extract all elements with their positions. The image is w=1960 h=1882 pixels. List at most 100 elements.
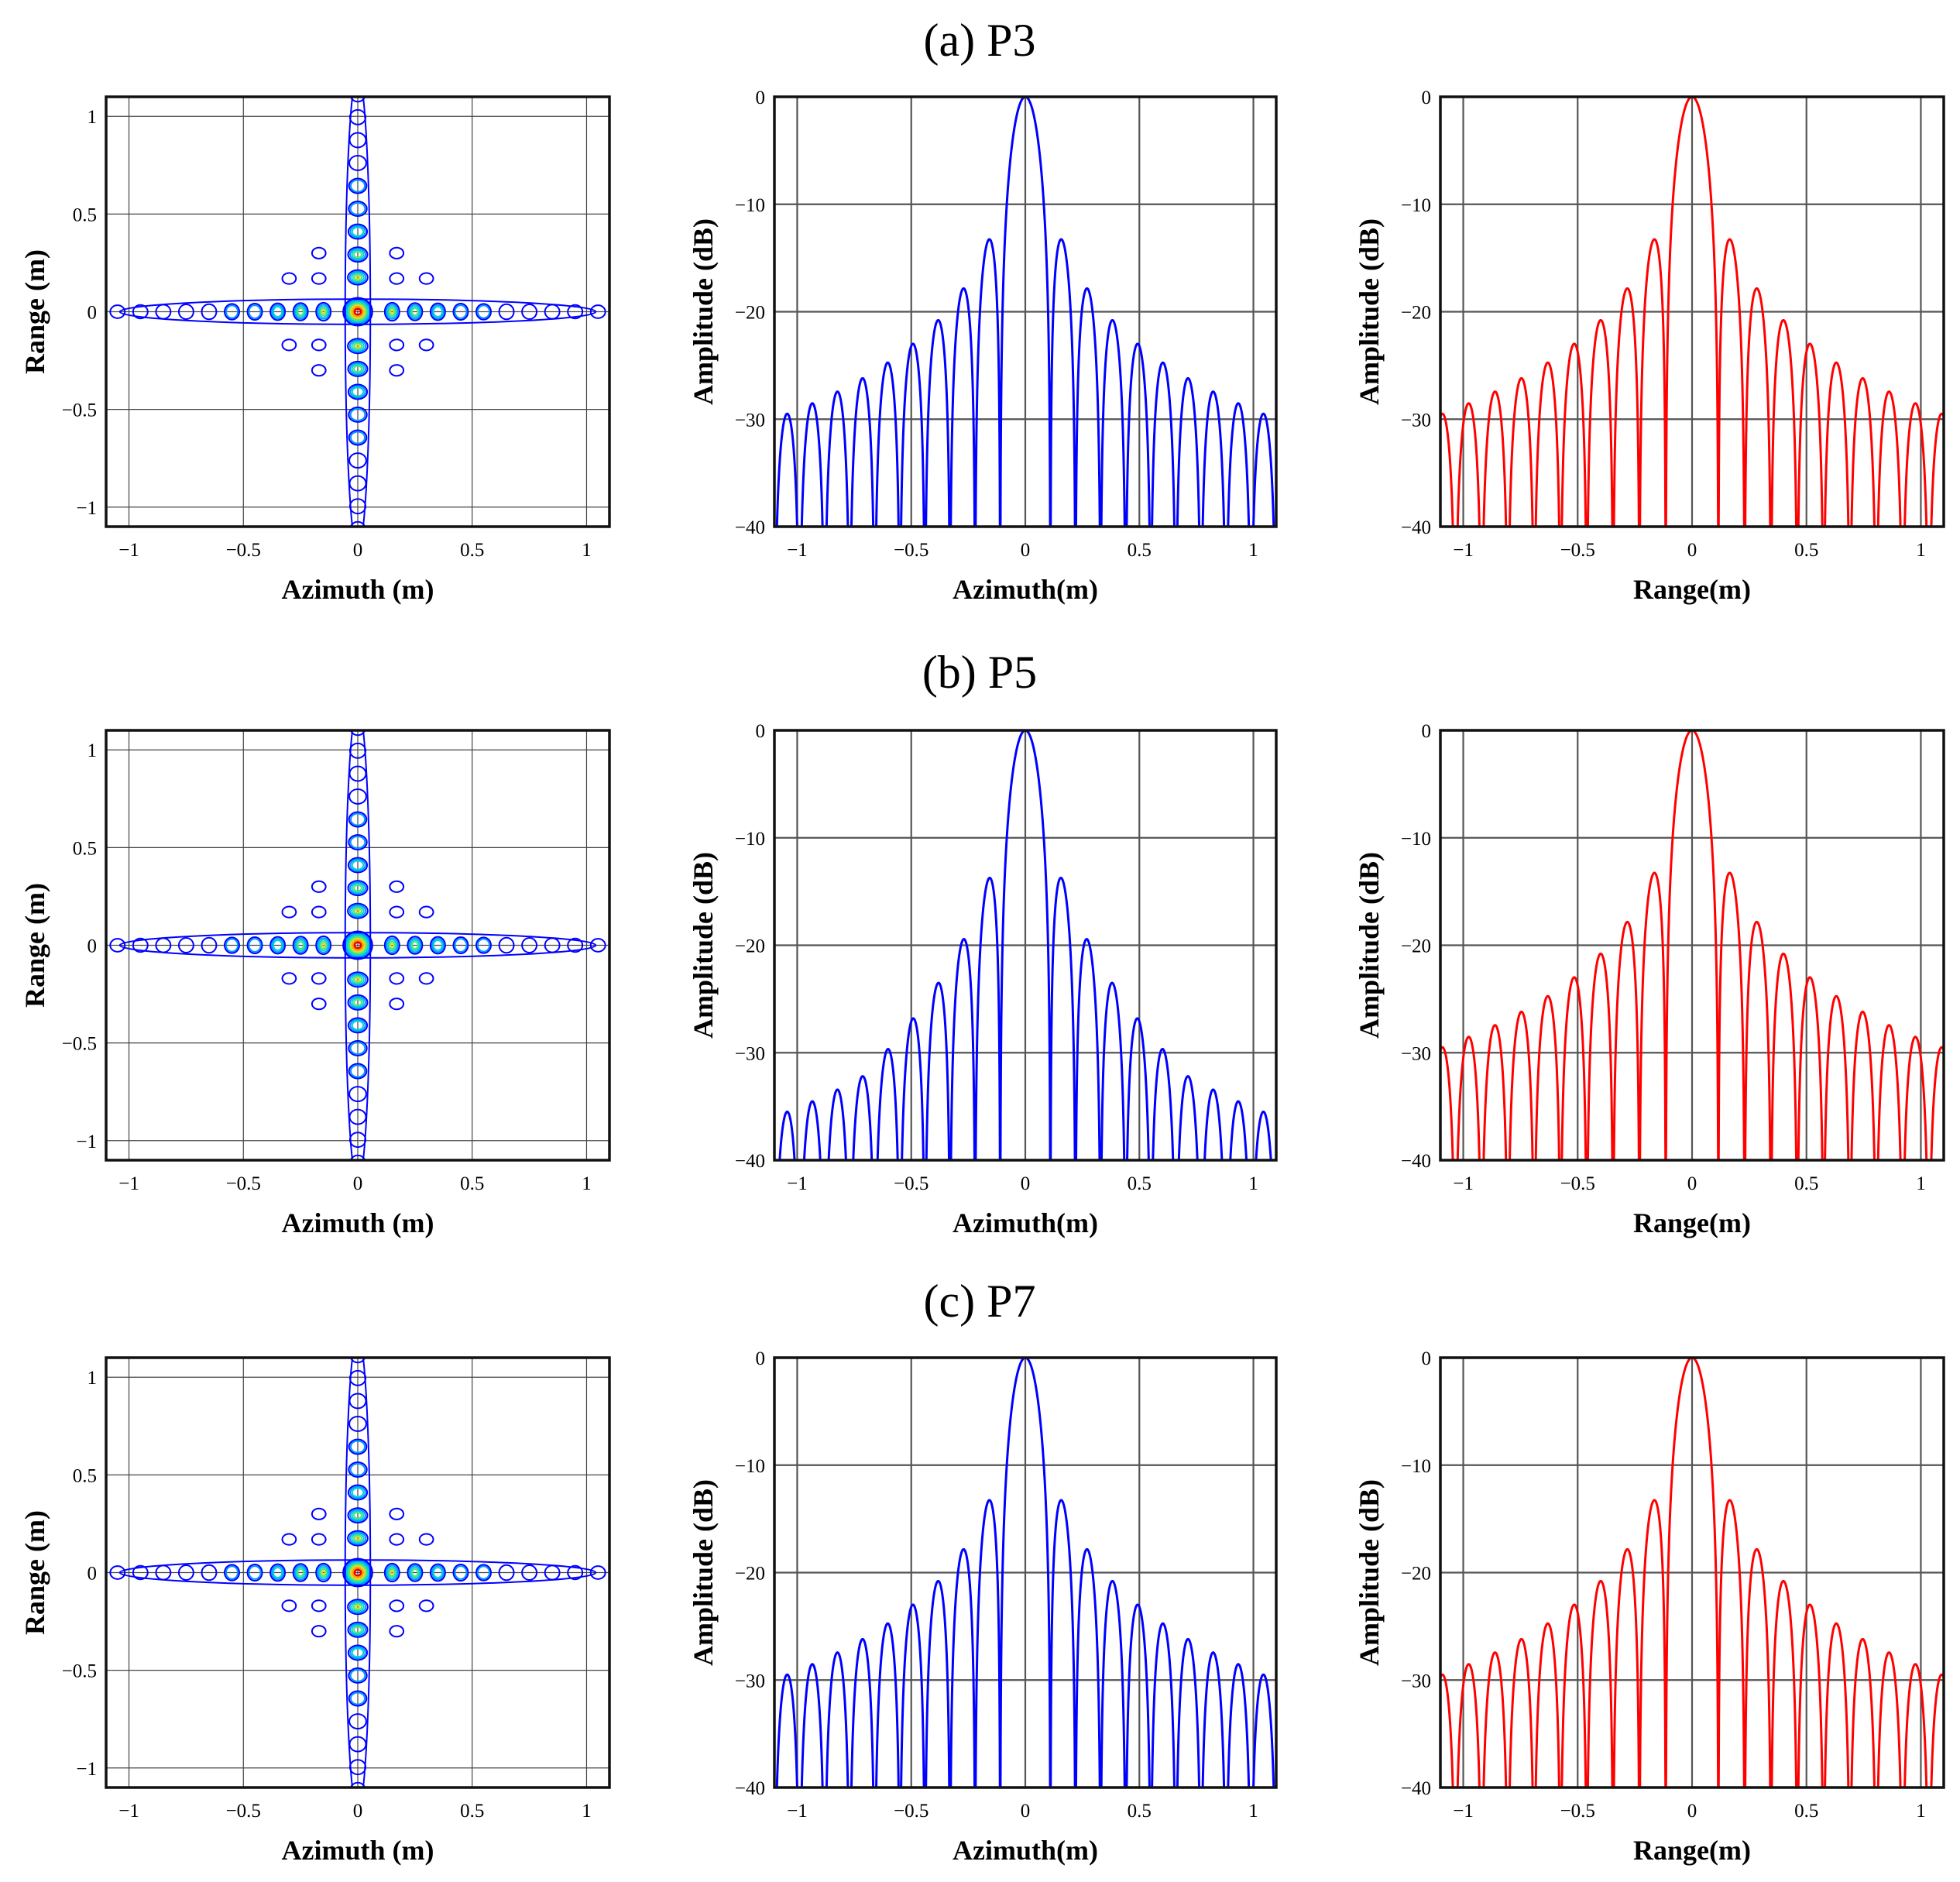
y-tick-label: 0 xyxy=(756,721,766,742)
contour-arm-range xyxy=(344,1358,372,1788)
contour-diagonal-lobe xyxy=(311,1533,327,1546)
contour-sidelobe-azimuth xyxy=(109,1565,126,1580)
contour-sidelobe-range xyxy=(351,997,365,1008)
contour-sidelobe-range xyxy=(349,225,366,239)
contour-sidelobe-range xyxy=(347,902,369,919)
contour-sidelobe-range xyxy=(348,788,367,805)
x-tick-label: 0.5 xyxy=(1128,1801,1152,1822)
contour-sidelobe-azimuth xyxy=(476,938,491,953)
x-tick-label: 0 xyxy=(353,1801,363,1822)
y-axis-label: Amplitude (dB) xyxy=(688,1479,719,1666)
contour-sidelobe-azimuth xyxy=(319,307,328,317)
x-tick-label: −0.5 xyxy=(894,540,929,561)
contour-diagonal-lobe xyxy=(389,905,405,919)
contour-sidelobe-range xyxy=(349,97,366,103)
x-tick-label: 0 xyxy=(1687,1173,1697,1194)
series-line-range xyxy=(1440,97,1944,527)
contour-sidelobe-range xyxy=(349,1462,366,1477)
contour-sidelobe-azimuth xyxy=(321,1570,326,1575)
contour-sidelobe-azimuth xyxy=(177,1564,194,1581)
x-axis-label: Range(m) xyxy=(1633,574,1751,605)
contour-sidelobe-range xyxy=(351,272,365,283)
contour-sidelobe-azimuth xyxy=(411,941,419,950)
series-line-azimuth xyxy=(778,730,1272,1160)
contour-sidelobe-azimuth xyxy=(201,1564,218,1581)
contour-sidelobe-azimuth xyxy=(521,937,538,953)
y-axis-label: Amplitude (dB) xyxy=(688,218,719,405)
contour-sidelobe-range xyxy=(352,273,363,281)
contour-sidelobe-range xyxy=(351,1533,365,1544)
contour-sidelobe-range xyxy=(347,246,369,263)
contour-sidelobe-azimuth xyxy=(317,937,331,953)
contour-sidelobe-azimuth xyxy=(407,936,424,955)
contour-sidelobe-azimuth xyxy=(272,1566,283,1579)
contour-sidelobe-range xyxy=(355,977,361,982)
contour-sidelobe-azimuth xyxy=(201,936,218,954)
contour-arm-azimuth xyxy=(118,298,597,325)
contour-sidelobe-azimuth xyxy=(383,301,400,322)
contour-sidelobe-range xyxy=(348,811,368,828)
contour-mainlobe xyxy=(342,1557,373,1588)
contour-sidelobe-range xyxy=(351,1509,365,1521)
contour-sidelobe-azimuth xyxy=(407,1563,424,1582)
contour-mainlobe xyxy=(345,934,370,956)
contour-sidelobe-azimuth xyxy=(589,1565,606,1580)
contour-mainlobe xyxy=(352,1567,364,1578)
row-title-a: (a) P3 xyxy=(924,15,1036,66)
plot-area xyxy=(109,730,606,1160)
x-tick-label: −1 xyxy=(1453,1173,1474,1194)
plot-frame xyxy=(105,1356,611,1789)
y-tick-label: −10 xyxy=(735,1456,765,1477)
contour-diagonal-lobe xyxy=(389,246,405,259)
y-tick-label: −20 xyxy=(1401,1564,1431,1585)
contour-sidelobe-range xyxy=(347,1484,369,1501)
contour-sidelobe-azimuth xyxy=(452,936,469,955)
contour-sidelobe-range xyxy=(353,998,362,1007)
contour-diagonal-lobe xyxy=(389,1599,405,1612)
series-line-range xyxy=(1440,730,1944,1160)
y-tick-label: −0.5 xyxy=(62,1034,97,1055)
y-axis-label: Amplitude (dB) xyxy=(688,852,719,1039)
y-tick-label: 1 xyxy=(88,107,98,128)
x-tick-label: 0.5 xyxy=(1794,540,1818,561)
contour-sidelobe-range xyxy=(348,1713,367,1730)
contour-mainlobe xyxy=(342,930,373,960)
contour-arm-range xyxy=(344,97,372,527)
contour-sidelobe-range xyxy=(351,1647,365,1658)
contour-sidelobe-azimuth xyxy=(225,304,239,319)
contour-sidelobe-range xyxy=(355,343,361,349)
contour-sidelobe-azimuth xyxy=(293,1564,307,1581)
contour-diagonal-lobe xyxy=(311,998,327,1011)
contour-sidelobe-range xyxy=(349,248,366,262)
plot-frame xyxy=(773,95,1278,528)
contour-sidelobe-range xyxy=(349,362,366,376)
contour-sidelobe-azimuth xyxy=(225,1565,239,1580)
x-tick-label: 0.5 xyxy=(460,540,484,561)
y-tick-label: 0 xyxy=(88,1564,98,1585)
y-tick-label: −10 xyxy=(735,829,765,850)
y-tick-label: −0.5 xyxy=(62,1661,97,1682)
contour-sidelobe-azimuth xyxy=(411,307,419,316)
contour-sidelobe-range xyxy=(351,341,365,352)
x-tick-label: 0 xyxy=(353,540,363,561)
y-tick-label: 0 xyxy=(1422,721,1432,742)
x-tick-label: 1 xyxy=(582,540,592,561)
contour-sidelobe-range xyxy=(348,452,367,469)
contour-sidelobe-azimuth xyxy=(224,936,240,954)
contour-sidelobe-range xyxy=(348,1086,367,1103)
contour-sidelobe-azimuth xyxy=(318,1566,329,1579)
contour-sidelobe-range xyxy=(355,1604,361,1609)
contour-sidelobe-azimuth xyxy=(248,938,262,953)
contour-sidelobe-azimuth xyxy=(109,938,126,953)
contour-mainlobe xyxy=(345,301,370,323)
y-tick-label: −10 xyxy=(1401,1456,1431,1477)
contour-sidelobe-azimuth xyxy=(390,943,395,948)
contour-sidelobe-range xyxy=(349,1485,366,1499)
contour-diagonal-lobe xyxy=(389,998,405,1011)
contour-sidelobe-azimuth xyxy=(201,303,218,321)
contour-mainlobe xyxy=(352,939,364,951)
contour-sidelobe-range xyxy=(347,1017,369,1034)
contour-sidelobe-range xyxy=(352,1534,363,1542)
plot-frame xyxy=(1439,95,1945,528)
contour-sidelobe-azimuth xyxy=(246,936,263,955)
